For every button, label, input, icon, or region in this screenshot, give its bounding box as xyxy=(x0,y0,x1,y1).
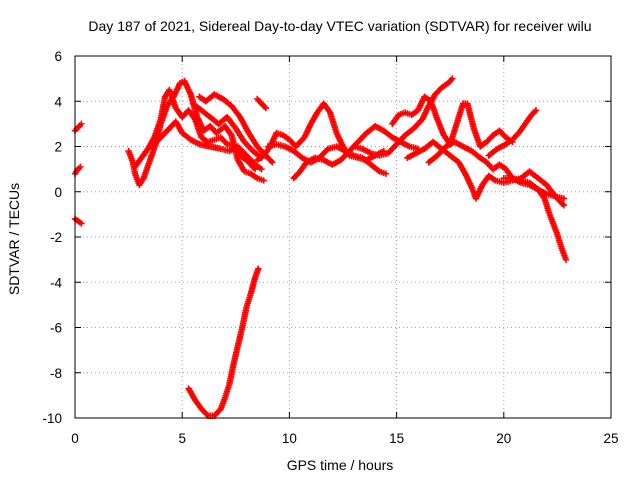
data-point xyxy=(382,170,390,177)
y-tick-label: -8 xyxy=(50,366,62,381)
data-point xyxy=(560,195,568,202)
series-arc-o xyxy=(404,138,568,209)
series-arc-q xyxy=(485,107,540,159)
series-arc-g xyxy=(189,100,265,162)
x-tick-label: 10 xyxy=(282,431,297,446)
x-tick-label: 25 xyxy=(603,431,618,446)
data-point xyxy=(260,177,267,184)
chart-title: Day 187 of 2021, Sidereal Day-to-day VTE… xyxy=(88,18,591,34)
data-point xyxy=(258,165,265,173)
y-tick-label: 0 xyxy=(54,185,62,200)
data-point xyxy=(78,120,85,128)
tick-labels: 0 5 10 15 20 25 -10 -8 -6 -4 -2 0 2 4 6 xyxy=(42,49,618,446)
data-point xyxy=(562,256,570,263)
series-arc-n xyxy=(389,93,516,150)
x-tick-label: 0 xyxy=(71,431,79,446)
data-point xyxy=(449,75,456,82)
data-point xyxy=(532,107,540,114)
y-tick-label: 2 xyxy=(54,140,62,155)
x-tick-label: 5 xyxy=(178,431,186,446)
series-arc-m xyxy=(350,75,456,159)
data-point xyxy=(262,104,270,112)
series-arc-r xyxy=(500,174,570,263)
series-arc-i xyxy=(254,95,270,112)
data-point xyxy=(269,159,276,166)
y-tick-label: 6 xyxy=(54,49,62,64)
y-axis-label: SDTVAR / TECUs xyxy=(6,183,22,295)
x-tick-label: 20 xyxy=(496,431,511,446)
y-tick-label: -10 xyxy=(42,411,62,426)
series-arc-h xyxy=(196,91,276,166)
y-tick-label: -4 xyxy=(50,275,62,290)
data-point xyxy=(560,202,568,209)
data-point xyxy=(77,163,84,171)
y-tick-label: 4 xyxy=(54,94,62,109)
data-points xyxy=(71,75,570,419)
series-arc-s xyxy=(185,265,262,419)
plot-frame xyxy=(74,55,612,419)
x-axis-label: GPS time / hours xyxy=(287,457,394,473)
series-arc-f xyxy=(146,118,265,173)
y-tick-label: -2 xyxy=(50,230,62,245)
x-tick-label: 15 xyxy=(389,431,404,446)
data-point xyxy=(78,220,85,227)
y-tick-label: -6 xyxy=(50,321,62,336)
data-point xyxy=(255,265,262,272)
